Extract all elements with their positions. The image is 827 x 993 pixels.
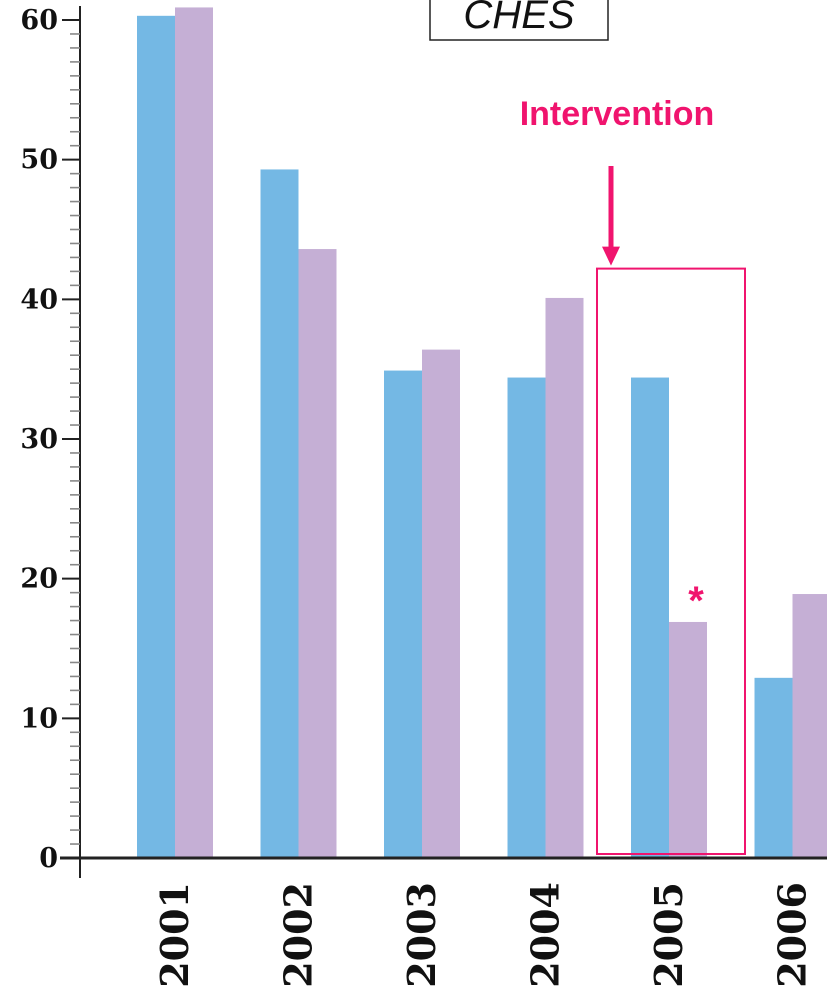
bar-2003-series1 bbox=[384, 370, 422, 858]
bar-2002-series2 bbox=[298, 249, 337, 858]
x-tick-label: 2002 bbox=[276, 882, 321, 988]
bar-2002-series1 bbox=[260, 169, 299, 858]
chart-title: CHES bbox=[463, 0, 574, 37]
x-tick-label: 2003 bbox=[399, 882, 444, 988]
y-tick-label: 20 bbox=[20, 564, 58, 595]
significance-marker: * bbox=[688, 579, 704, 623]
y-tick-label: 10 bbox=[20, 703, 58, 734]
annotations-group: Intervention * bbox=[520, 95, 746, 855]
intervention-arrow-head bbox=[602, 246, 620, 266]
bar-2001-series1 bbox=[137, 15, 175, 859]
bar-2006-series1 bbox=[754, 677, 793, 858]
bar-2003-series2 bbox=[422, 349, 460, 858]
bar-2004-series1 bbox=[507, 377, 546, 858]
y-tick-label: 60 bbox=[20, 5, 58, 36]
chart-title-box: CHES bbox=[429, 0, 609, 41]
x-axis: 2001 2002 2003 2004 2005 2006 bbox=[60, 856, 827, 988]
bar-2001-series2 bbox=[175, 7, 213, 859]
bar-2005-series2 bbox=[669, 621, 707, 858]
y-tick-label: 50 bbox=[20, 145, 58, 176]
intervention-label: Intervention bbox=[520, 95, 715, 133]
x-tick-label: 2001 bbox=[152, 882, 197, 988]
bars-group bbox=[137, 7, 827, 859]
x-tick-label: 2004 bbox=[523, 882, 568, 988]
bar-2006-series2 bbox=[792, 594, 827, 858]
y-axis: 0 10 20 30 40 50 60 bbox=[20, 5, 81, 878]
bar-2005-series1 bbox=[631, 377, 669, 858]
y-tick-label: 30 bbox=[20, 424, 58, 455]
x-tick-label: 2006 bbox=[770, 882, 815, 988]
y-tick-label: 0 bbox=[39, 843, 58, 874]
intervention-box bbox=[596, 267, 746, 855]
bar-2004-series2 bbox=[545, 297, 584, 859]
y-tick-label: 40 bbox=[20, 284, 58, 315]
x-tick-label: 2005 bbox=[646, 882, 691, 988]
